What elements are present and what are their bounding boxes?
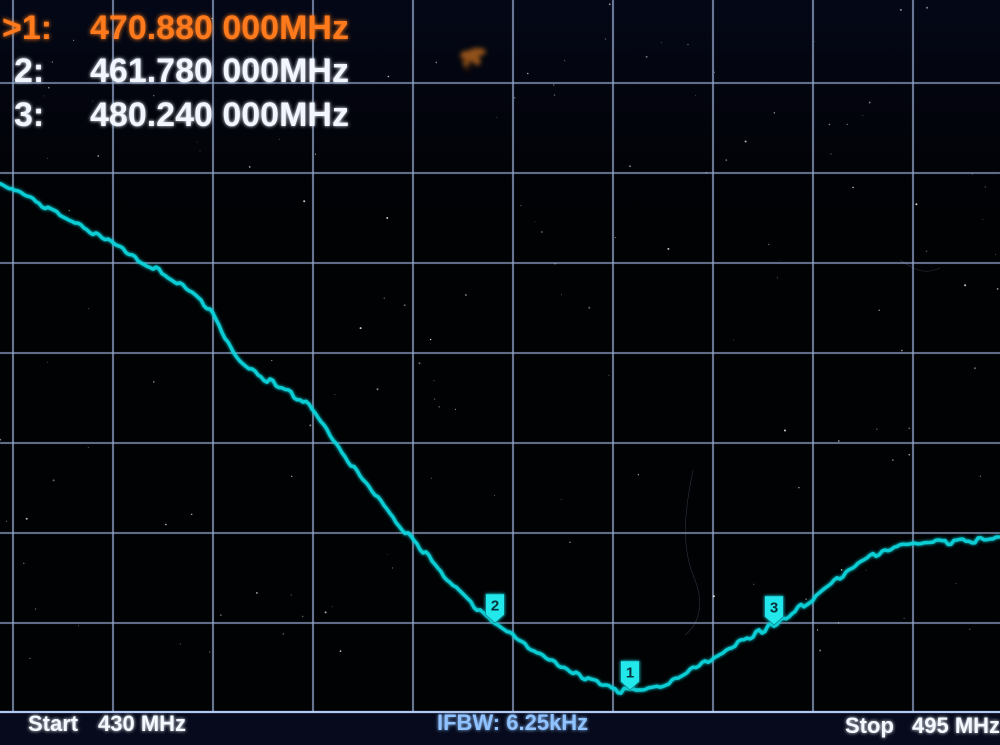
svg-text:470.880 000MHz: 470.880 000MHz	[90, 9, 349, 47]
svg-text:495 MHz: 495 MHz	[912, 713, 1000, 738]
svg-text:2:: 2:	[14, 52, 44, 90]
svg-text:Stop: Stop	[845, 713, 894, 738]
svg-text:461.780 000MHz: 461.780 000MHz	[90, 52, 349, 90]
svg-text:1: 1	[626, 665, 634, 682]
svg-text:430 MHz: 430 MHz	[98, 711, 186, 736]
svg-text:2: 2	[491, 598, 499, 615]
svg-text:>1:: >1:	[2, 9, 52, 47]
svg-text:480.240 000MHz: 480.240 000MHz	[90, 96, 349, 134]
svg-text:IFBW: 6.25kHz: IFBW: 6.25kHz	[437, 710, 588, 735]
svg-text:3:: 3:	[14, 96, 44, 134]
svg-text:Start: Start	[28, 711, 79, 736]
svg-text:3: 3	[770, 600, 778, 617]
